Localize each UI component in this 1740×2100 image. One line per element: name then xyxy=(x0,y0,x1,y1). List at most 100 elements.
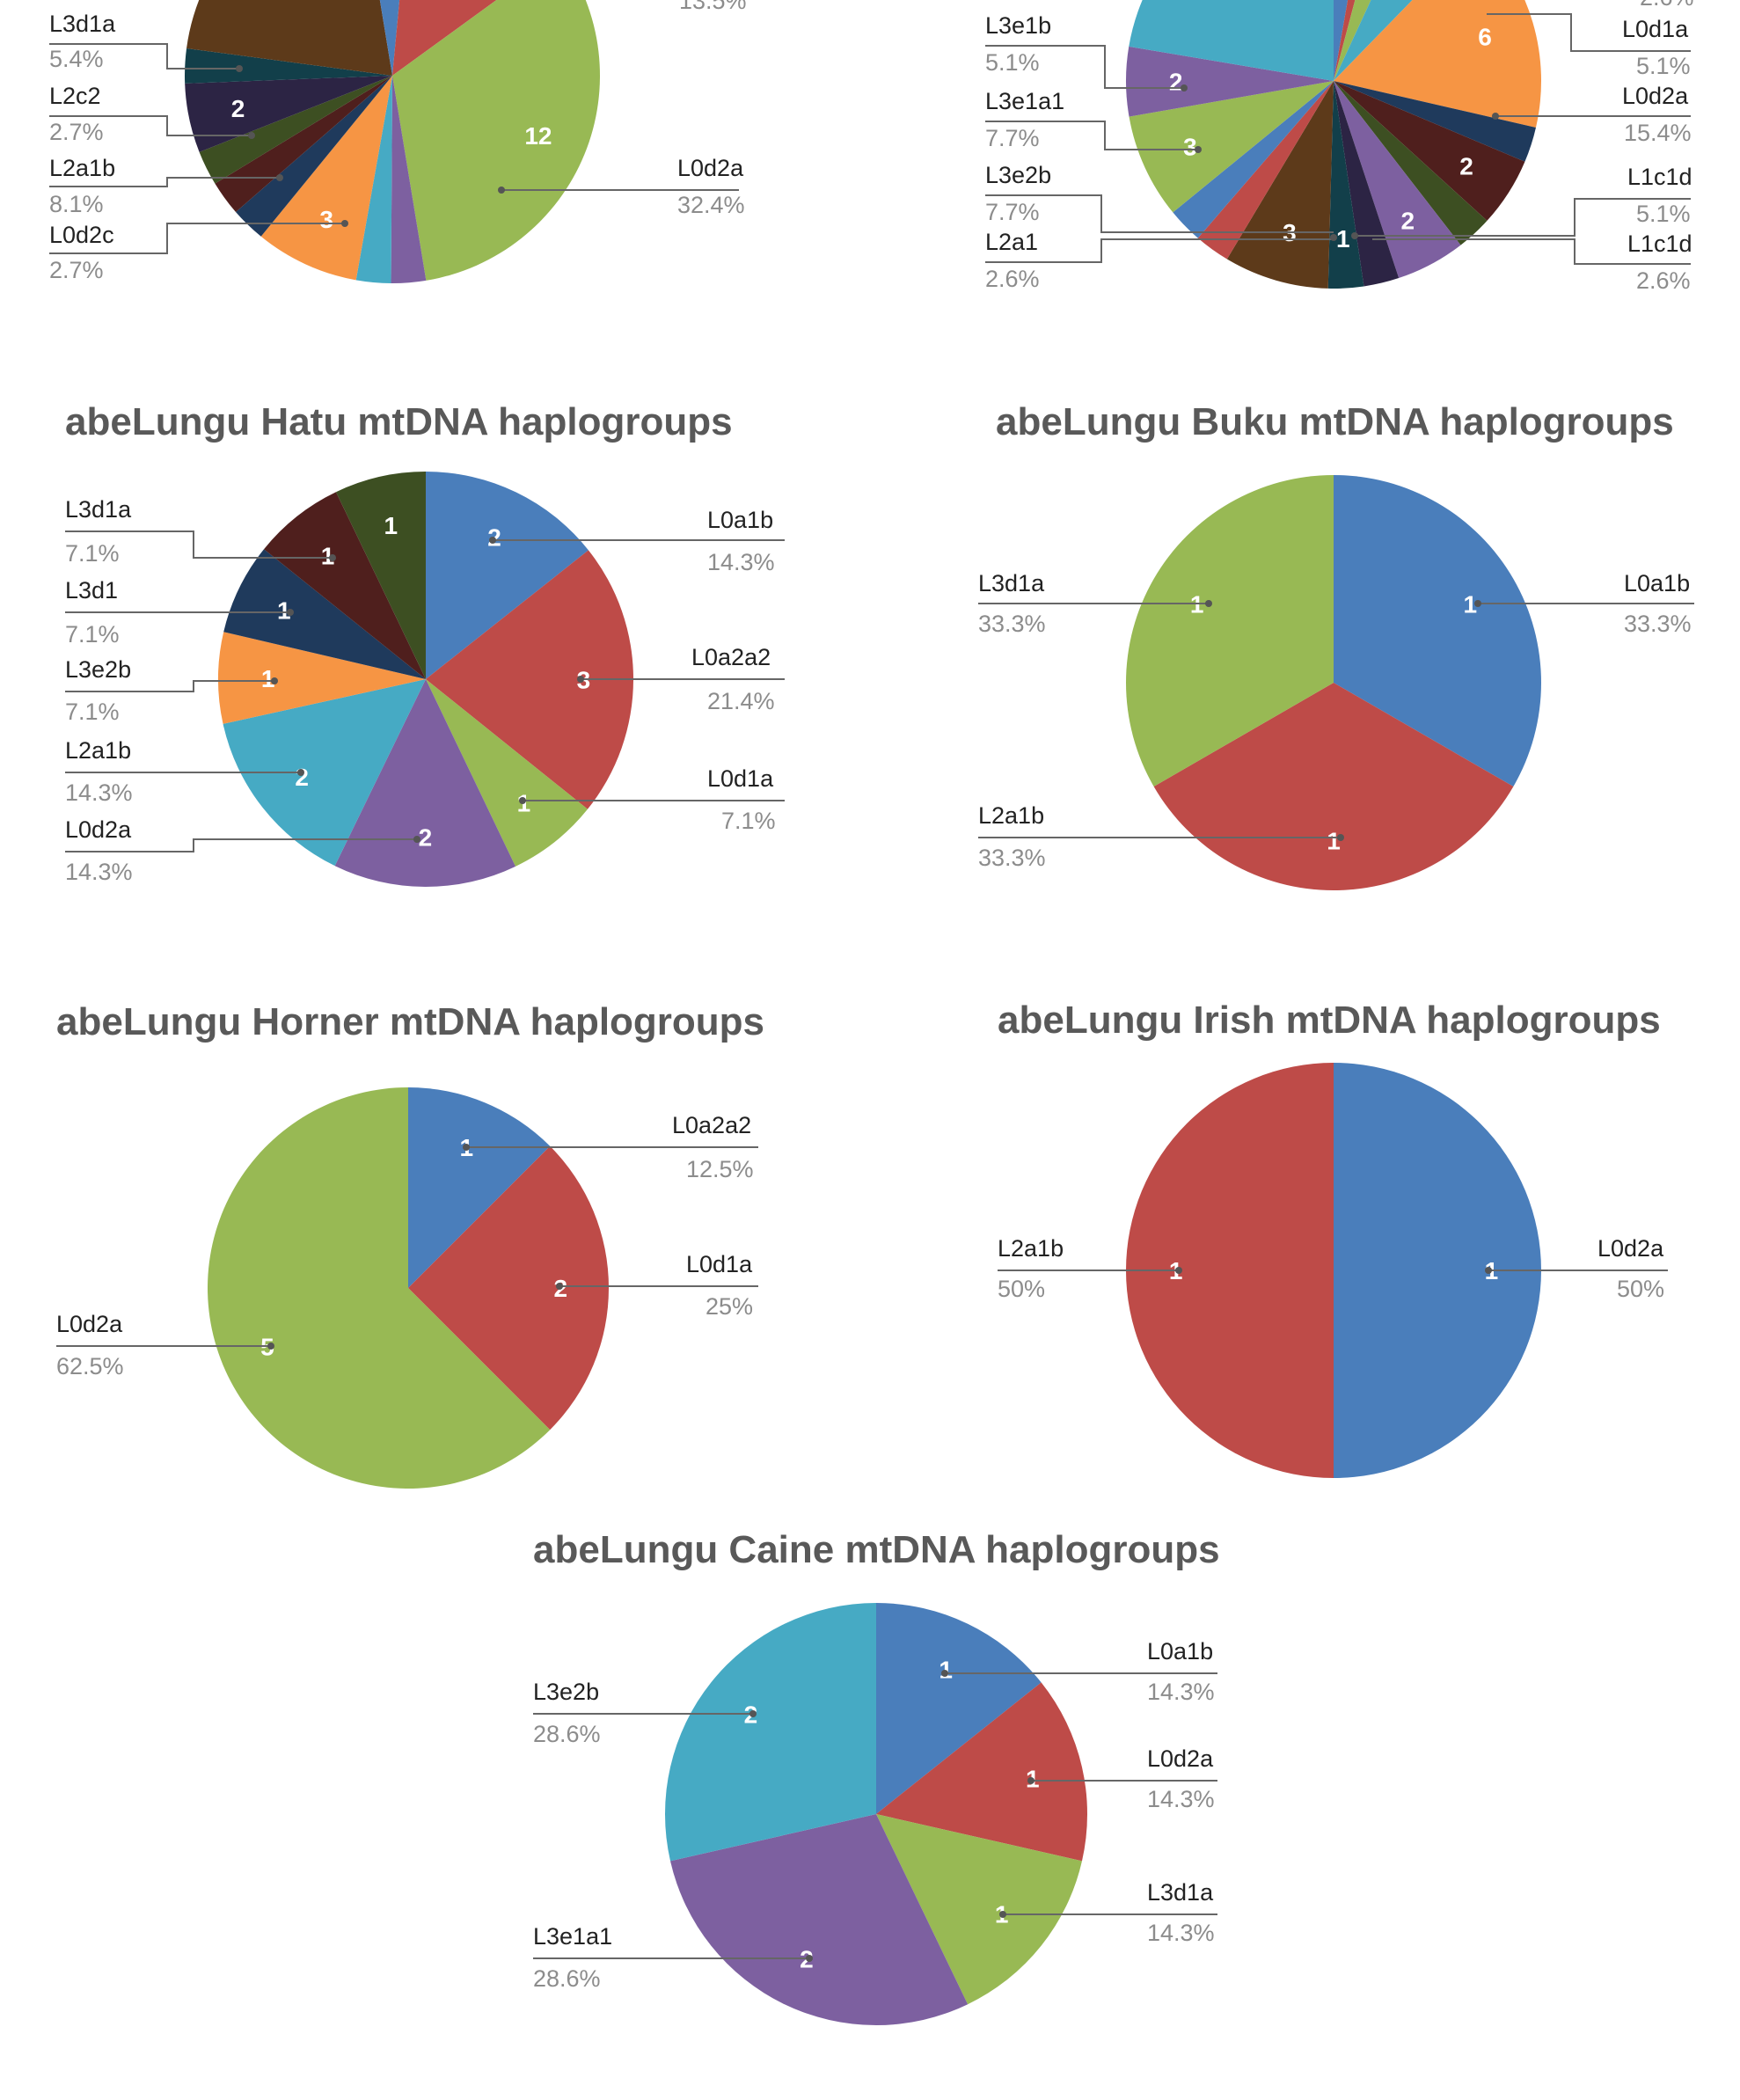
pie-slice-hatu-7 xyxy=(264,492,426,679)
pie-slice-topright-8 xyxy=(1334,81,1461,279)
pie-caine-slices xyxy=(664,1603,1087,2025)
label-pct-caine-l3d1a: 14.3% xyxy=(1147,1920,1215,1946)
pie-topleft-counts: 12 3 2 xyxy=(231,95,552,233)
label-name-horner-l0a2a2: L0a2a2 xyxy=(672,1112,751,1138)
dot-buku-l3d1a xyxy=(1205,600,1212,607)
pie-horner-slices xyxy=(208,1087,609,1489)
label-name-hatu-l0d2a: L0d2a xyxy=(65,816,132,843)
label-pct-hatu-l2a1b: 14.3% xyxy=(65,779,133,806)
pie-slice-topright-11 xyxy=(1226,81,1334,289)
pie-slice-topright-13 xyxy=(1173,81,1334,238)
dot-caine-l0a1b xyxy=(941,1670,948,1677)
label-pct-topleft-l2c2: 2.7% xyxy=(49,119,104,145)
label-name-topright-l2a1: L2a1 xyxy=(985,229,1038,255)
pie-irish-slices xyxy=(1126,1063,1541,1478)
slice-count-topright-6: 2 xyxy=(1459,153,1473,180)
pie-slice-hatu-6 xyxy=(223,549,426,679)
dot-hatu-l3d1a xyxy=(329,554,336,561)
pie-slice-topright-3 xyxy=(1334,0,1413,81)
slice-count-topright-10: 1 xyxy=(1336,225,1350,252)
pie-slice-topright-14 xyxy=(1129,81,1334,213)
label-name-horner-l0d1a: L0d1a xyxy=(686,1251,753,1277)
dot-hatu-l0d2a xyxy=(413,836,420,843)
pie-slice-topleft-11 xyxy=(186,0,392,76)
slice-count-topleft-9: 2 xyxy=(231,95,245,122)
label-name-topright-l1c1d-a: L1c1d xyxy=(1627,164,1692,190)
label-pct-topright-l2a1: 2.6% xyxy=(985,266,1040,292)
pie-slice-hatu-5 xyxy=(218,632,426,724)
pie-slice-topleft-10 xyxy=(185,48,392,84)
label-name-topright-l3e2b: L3e2b xyxy=(985,162,1051,188)
pie-slice-topleft-4 xyxy=(355,76,392,283)
label-pct-horner-l0a2a2: 12.5% xyxy=(686,1156,754,1182)
label-pct-topleft-0: 13.5% xyxy=(679,0,747,14)
label-pct-topright-l3e2b: 7.7% xyxy=(985,199,1040,225)
label-name-topright-l0d2a: L0d2a xyxy=(1622,83,1689,109)
label-name-topright-l0d1a: L0d1a xyxy=(1622,16,1689,42)
pie-slice-topright-4 xyxy=(1334,0,1541,128)
label-pct-topright-l3e1b: 5.1% xyxy=(985,49,1040,76)
leader-topright-l1c1d-b xyxy=(1372,238,1691,265)
pie-slice-irish-0 xyxy=(1334,1063,1541,1478)
pie-slice-hatu-0 xyxy=(426,472,589,679)
label-pct-topright-l0d2a: 15.4% xyxy=(1624,120,1692,146)
label-name-topleft-l2a1b: L2a1b xyxy=(49,155,115,181)
label-pct-hatu-l3e2b: 7.1% xyxy=(65,699,120,725)
label-name-hatu-l0a2a2: L0a2a2 xyxy=(691,644,771,670)
slice-count-hatu-4: 2 xyxy=(295,764,309,791)
leader-topright-l0d1a xyxy=(1487,13,1691,52)
label-pct-topleft-l0d2a: 32.4% xyxy=(677,192,745,218)
slice-count-topright-15: 2 xyxy=(1169,69,1183,96)
chart-title-buku: abeLungu Buku mtDNA haplogroups xyxy=(996,400,1674,443)
label-pct-topleft-l0d2c: 2.7% xyxy=(49,257,104,283)
pie-slice-topleft-6 xyxy=(235,76,392,237)
pie-slice-caine-3 xyxy=(670,1814,969,2025)
dot-caine-l3d1a xyxy=(999,1911,1006,1918)
leader-hatu-l3e2b xyxy=(65,680,274,692)
leader-topleft-l0d2c xyxy=(49,223,345,254)
slice-count-buku-1: 1 xyxy=(1327,827,1341,854)
slice-count-caine-0: 1 xyxy=(939,1657,953,1684)
dot-buku-l2a1b xyxy=(1337,834,1344,841)
label-pct-caine-l0a1b: 14.3% xyxy=(1147,1679,1215,1705)
dot-topleft-l0d2c xyxy=(341,220,348,227)
chart-irish: abeLungu Irish mtDNA haplogroups 11 L2a1… xyxy=(998,999,1668,1478)
dot-hatu-l2a1b xyxy=(297,769,304,776)
label-pct-hatu-l0a1b: 14.3% xyxy=(707,549,775,575)
pie-slice-topright-12 xyxy=(1197,81,1334,260)
chart-title-irish: abeLungu Irish mtDNA haplogroups xyxy=(998,999,1661,1042)
label-pct-hatu-l0d1a: 7.1% xyxy=(721,808,776,834)
label-name-irish-l2a1b: L2a1b xyxy=(998,1235,1064,1262)
pie-slice-hatu-4 xyxy=(223,679,426,867)
pie-topright-counts: 26221332 xyxy=(1169,23,1492,252)
label-pct-caine-l3e2b: 28.6% xyxy=(533,1721,601,1747)
pie-hatu-slices xyxy=(218,472,634,888)
dot-buku-l0a1b xyxy=(1474,600,1481,607)
dot-irish-l2a1b xyxy=(1175,1267,1182,1274)
label-name-buku-l3d1a: L3d1a xyxy=(978,570,1045,596)
leader-topright-l3e1b xyxy=(985,45,1184,89)
label-pct-hatu-l3d1: 7.1% xyxy=(65,621,120,648)
pie-slice-topleft-0 xyxy=(392,0,400,76)
label-name-topleft-l0d2c: L0d2c xyxy=(49,222,114,248)
dot-irish-l0d2a xyxy=(1485,1267,1492,1274)
label-pct-topright-l1c1d-b: 2.6% xyxy=(1636,267,1691,294)
label-name-topright-l1c1d-b: L1c1d xyxy=(1627,230,1692,257)
chart-caine: abeLungu Caine mtDNA haplogroups 11122 L… xyxy=(533,1528,1220,2025)
label-name-hatu-l2a1b: L2a1b xyxy=(65,737,131,764)
dot-topright-l3e1a1 xyxy=(1195,146,1202,153)
pie-slice-topleft-9 xyxy=(185,76,392,152)
pie-slice-horner-1 xyxy=(408,1145,609,1430)
label-name-caine-l0d2a: L0d2a xyxy=(1147,1745,1214,1772)
leader-topright-l1c1d-a xyxy=(1355,198,1691,237)
label-name-horner-l0d2a: L0d2a xyxy=(56,1311,123,1337)
chart-topleft: 12 3 2 13.5% L0d2a 32.4% L3d1a 5.4% L2c2 2… xyxy=(49,0,747,283)
pie-slice-caine-0 xyxy=(876,1603,1042,1814)
label-pct-buku-l3d1a: 33.3% xyxy=(978,611,1046,637)
pie-slice-irish-1 xyxy=(1126,1063,1334,1478)
label-name-buku-l2a1b: L2a1b xyxy=(978,802,1044,829)
pie-slice-topleft-1 xyxy=(392,0,497,76)
slice-count-hatu-7: 1 xyxy=(321,542,335,569)
label-pct-irish-l0d2a: 50% xyxy=(1617,1276,1664,1302)
